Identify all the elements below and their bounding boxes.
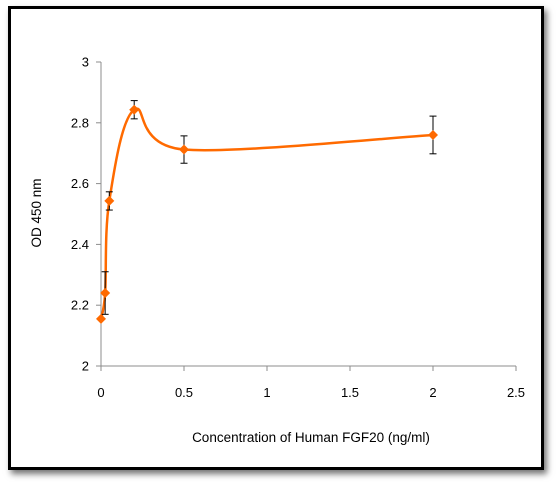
data-point-marker — [100, 288, 111, 299]
chart-axes — [96, 61, 517, 371]
chart-frame — [8, 6, 544, 470]
data-point-marker — [428, 129, 438, 140]
x-tick-label: 1 — [263, 385, 270, 400]
x-tick-label: 2 — [429, 385, 436, 400]
y-tick-label: 2 — [82, 359, 89, 374]
x-tick-label: 2.5 — [507, 385, 525, 400]
y-axis-label: OD 450 nm — [29, 178, 44, 247]
data-point-marker — [179, 144, 189, 155]
y-tick-label: 2.6 — [71, 176, 89, 191]
y-tick-label: 2.2 — [71, 298, 89, 313]
tick-labels: 2 2.2 2.4 2.6 2.8 3 0 0.5 1 1.5 2 2.5 — [71, 55, 525, 401]
data-point-marker — [104, 195, 115, 206]
data-point-marker — [96, 313, 106, 324]
data-point-marker — [129, 104, 140, 115]
y-tick-label: 2.8 — [71, 115, 89, 130]
y-tick-label: 3 — [82, 55, 89, 70]
x-tick-label: 0 — [97, 385, 104, 400]
x-axis-label: Concentration of Human FGF20 (ng/ml) — [192, 430, 430, 445]
x-tick-label: 1.5 — [341, 385, 359, 400]
x-tick-label: 0.5 — [175, 385, 193, 400]
data-series — [96, 100, 438, 324]
series-line — [99, 107, 434, 320]
y-tick-label: 2.4 — [71, 237, 89, 252]
